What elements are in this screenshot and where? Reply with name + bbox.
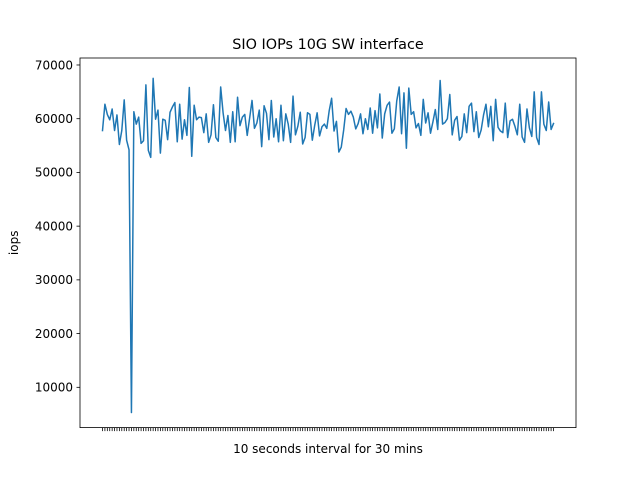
y-tick-label: 50000 — [35, 166, 73, 180]
y-tick-label: 70000 — [35, 58, 73, 72]
y-tick-label: 30000 — [35, 273, 73, 287]
y-tick-label: 40000 — [35, 219, 73, 233]
plot-area — [101, 77, 555, 414]
y-tick-label: 60000 — [35, 112, 73, 126]
chart-title: SIO IOPs 10G SW interface — [232, 37, 424, 53]
y-axis-ticks: 10000 20000 30000 40000 50000 60000 70000 — [35, 58, 80, 395]
x-axis-ticks — [102, 427, 554, 432]
axes-frame — [79, 57, 577, 429]
y-tick-label: 10000 — [35, 381, 73, 395]
series-line — [101, 77, 555, 414]
y-tick-label: 20000 — [35, 327, 73, 341]
x-axis-label: 10 seconds interval for 30 mins — [233, 442, 423, 456]
y-axis-label: iops — [7, 231, 21, 256]
